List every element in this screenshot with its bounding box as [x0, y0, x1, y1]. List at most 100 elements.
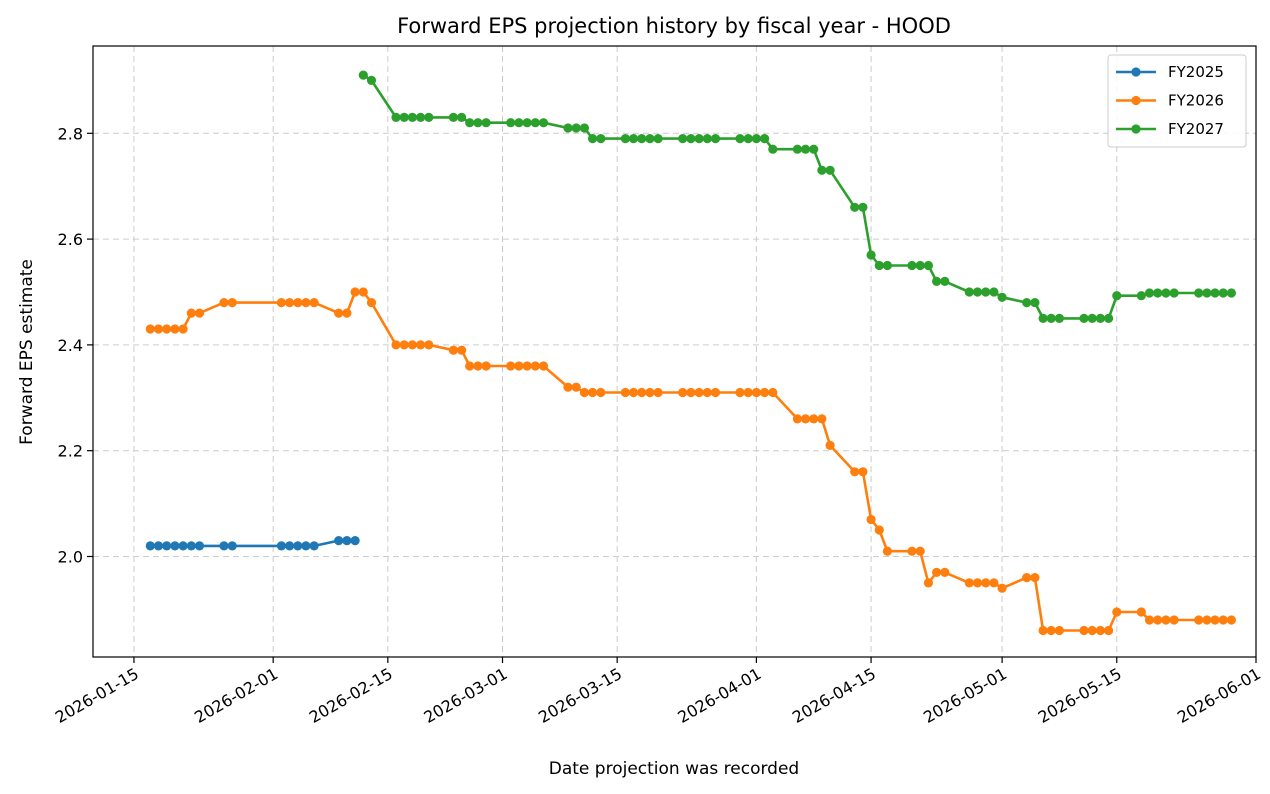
data-point-fy2026: [940, 567, 950, 578]
data-point-fy2027: [981, 287, 991, 297]
chart-title: Forward EPS projection history by fiscal…: [397, 14, 951, 38]
data-point-fy2026: [219, 298, 229, 308]
legend-swatch-marker: [1131, 124, 1141, 134]
data-point-fy2026: [800, 414, 811, 424]
data-point-fy2026: [1054, 625, 1064, 636]
data-point-fy2025: [342, 536, 352, 546]
data-point-fy2027: [522, 118, 532, 128]
data-point-fy2026: [563, 382, 573, 392]
data-point-fy2025: [219, 541, 229, 551]
data-point-fy2026: [1226, 615, 1236, 625]
data-point-fy2026: [416, 340, 426, 350]
data-point-fy2027: [416, 112, 426, 122]
data-point-fy2027: [481, 118, 491, 128]
data-point-fy2026: [972, 578, 983, 588]
data-point-fy2027: [1144, 288, 1155, 298]
data-point-fy2026: [162, 324, 172, 334]
legend-item-fy2025: FY2025: [1116, 63, 1224, 81]
data-point-fy2026: [637, 387, 647, 398]
data-point-fy2027: [1194, 288, 1204, 298]
data-point-fy2027: [874, 260, 884, 271]
data-point-fy2027: [653, 134, 663, 144]
data-point-fy2026: [1218, 615, 1228, 625]
data-point-fy2025: [285, 541, 295, 551]
data-point-fy2026: [514, 361, 524, 371]
data-point-fy2026: [653, 387, 663, 398]
y-tick-label: 2.4: [58, 336, 83, 355]
data-point-fy2027: [628, 134, 639, 144]
data-point-fy2027: [620, 134, 631, 144]
data-point-fy2026: [178, 324, 188, 334]
data-point-fy2026: [915, 546, 925, 556]
data-point-fy2027: [448, 112, 458, 122]
data-point-fy2027: [1169, 288, 1179, 298]
data-point-fy2026: [702, 387, 712, 398]
data-point-fy2026: [227, 298, 237, 308]
data-point-fy2027: [1153, 288, 1163, 298]
data-point-fy2025: [276, 541, 286, 551]
data-point-fy2026: [964, 578, 974, 588]
data-point-fy2027: [1054, 313, 1064, 323]
data-point-fy2026: [1194, 615, 1204, 625]
data-point-fy2026: [686, 387, 696, 398]
data-point-fy2027: [850, 202, 860, 212]
data-point-fy2025: [145, 541, 155, 551]
data-point-fy2026: [301, 298, 311, 308]
data-point-fy2027: [760, 134, 770, 144]
data-point-fy2027: [817, 165, 827, 175]
data-point-fy2026: [751, 387, 762, 398]
legend-item-fy2027: FY2027: [1116, 120, 1224, 138]
data-point-fy2027: [358, 70, 368, 80]
data-point-fy2027: [366, 75, 377, 85]
data-point-fy2026: [1104, 625, 1114, 636]
y-tick-label: 2.0: [58, 547, 83, 566]
data-point-fy2026: [620, 387, 631, 398]
data-point-fy2026: [276, 298, 286, 308]
data-point-fy2027: [923, 260, 934, 271]
data-point-fy2025: [227, 541, 237, 551]
data-point-fy2026: [522, 361, 532, 371]
data-point-fy2027: [972, 287, 983, 297]
data-point-fy2026: [1038, 625, 1048, 636]
data-point-fy2026: [358, 287, 368, 297]
data-point-fy2026: [1136, 607, 1146, 617]
data-point-fy2026: [760, 387, 770, 398]
data-point-fy2026: [825, 440, 835, 450]
data-point-fy2026: [882, 546, 893, 556]
data-point-fy2027: [1218, 288, 1228, 298]
data-point-fy2026: [1087, 625, 1097, 636]
x-axis-label: Date projection was recorded: [549, 759, 799, 779]
data-point-fy2026: [817, 414, 827, 424]
data-point-fy2026: [1144, 615, 1155, 625]
data-point-fy2026: [153, 324, 164, 334]
data-point-fy2027: [915, 260, 925, 271]
data-point-fy2026: [710, 387, 721, 398]
data-point-fy2027: [678, 134, 688, 144]
data-point-fy2027: [907, 260, 917, 271]
data-point-fy2027: [391, 112, 401, 122]
data-point-fy2027: [710, 134, 721, 144]
legend-swatch-marker: [1131, 95, 1141, 106]
data-point-fy2027: [940, 276, 950, 286]
data-point-fy2027: [645, 134, 655, 144]
data-point-fy2027: [751, 134, 762, 144]
data-point-fy2027: [530, 118, 540, 128]
data-point-fy2027: [1030, 298, 1040, 308]
data-point-fy2027: [1022, 298, 1032, 308]
data-point-fy2026: [735, 387, 745, 398]
data-point-fy2027: [694, 134, 704, 144]
data-point-fy2026: [579, 387, 590, 398]
data-point-fy2025: [293, 541, 303, 551]
data-point-fy2027: [858, 202, 868, 212]
data-point-fy2027: [686, 134, 696, 144]
data-point-fy2026: [678, 387, 688, 398]
data-point-fy2026: [1046, 625, 1056, 636]
data-point-fy2026: [596, 387, 606, 398]
data-point-fy2026: [809, 414, 819, 424]
data-point-fy2025: [186, 541, 196, 551]
data-point-fy2025: [350, 536, 360, 546]
data-point-fy2027: [538, 118, 549, 128]
data-point-fy2026: [285, 298, 295, 308]
